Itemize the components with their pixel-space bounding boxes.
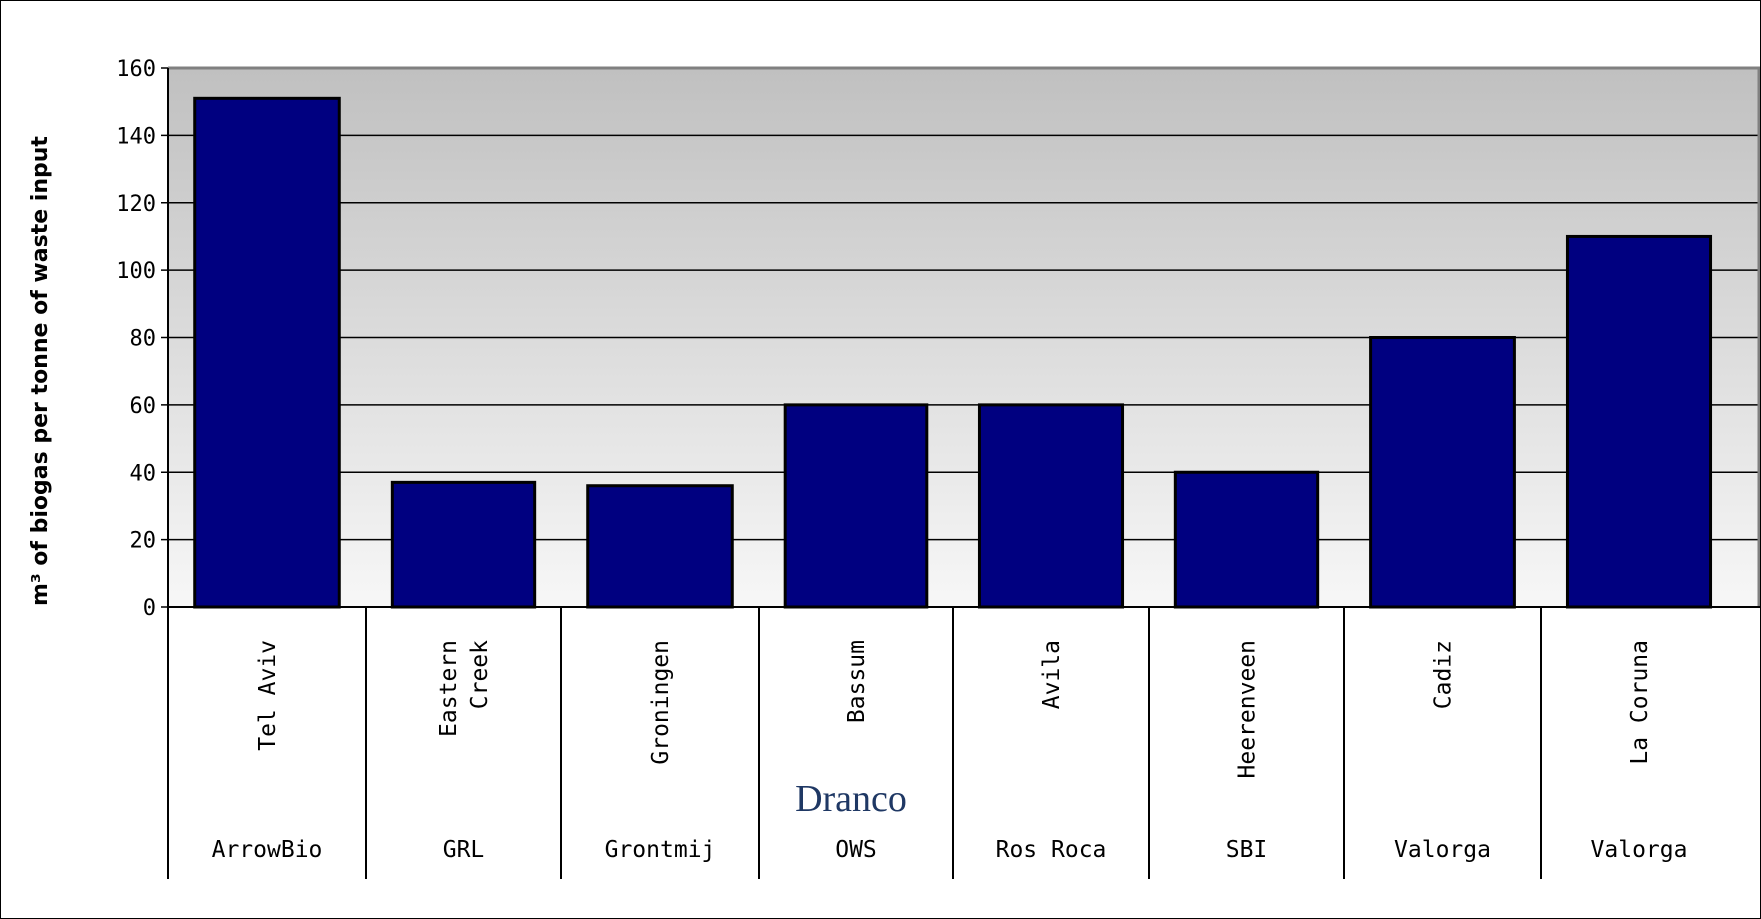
category-name-label: Creek <box>467 640 493 709</box>
y-tick-label: 120 <box>116 192 156 217</box>
category-name-label: Heerenveen <box>1235 640 1261 778</box>
company-label: GRL <box>443 837 485 863</box>
y-tick-label: 80 <box>130 327 157 352</box>
y-tick-label: 0 <box>143 596 156 621</box>
company-label: ArrowBio <box>212 837 323 863</box>
y-tick-label: 100 <box>116 259 156 284</box>
category-name-label: Groningen <box>648 640 674 765</box>
bar-3 <box>783 403 929 609</box>
company-label: Valorga <box>1591 837 1688 863</box>
bar-1 <box>390 480 537 609</box>
category-name-label: Eastern <box>436 640 462 737</box>
category-name-label: Tel Aviv <box>255 640 281 751</box>
chart-annotation: Dranco <box>795 778 907 820</box>
bar-0 <box>193 96 341 609</box>
y-tick-label: 160 <box>116 57 156 82</box>
category-name-label: Cadiz <box>1431 640 1457 709</box>
bar-2 <box>586 484 734 609</box>
bar-6 <box>1369 336 1516 609</box>
bar-4 <box>977 403 1125 609</box>
y-axis-label: m³ of biogas per tonne of waste input <box>28 136 53 606</box>
category-name-label: Avila <box>1039 640 1065 709</box>
y-tick-label: 40 <box>130 461 157 486</box>
bar-7 <box>1565 234 1713 609</box>
company-label: Valorga <box>1394 837 1491 863</box>
y-tick-label: 20 <box>130 529 157 554</box>
category-labels: Tel Aviv ArrowBio Eastern Creek GRL Groningen… <box>212 640 1688 863</box>
company-label: Ros Roca <box>996 837 1107 863</box>
category-name-label: La Coruna <box>1627 640 1653 765</box>
company-label: Grontmij <box>605 837 716 863</box>
company-label: OWS <box>835 837 877 863</box>
bar-5 <box>1173 470 1320 609</box>
y-tick-label: 140 <box>116 124 156 149</box>
y-tick-label: 60 <box>130 394 157 419</box>
axes: 0 20 40 60 80 100 120 140 160 <box>116 57 1760 879</box>
company-label: SBI <box>1226 837 1268 863</box>
category-name-label: Bassum <box>844 640 870 723</box>
bars <box>193 96 1713 609</box>
